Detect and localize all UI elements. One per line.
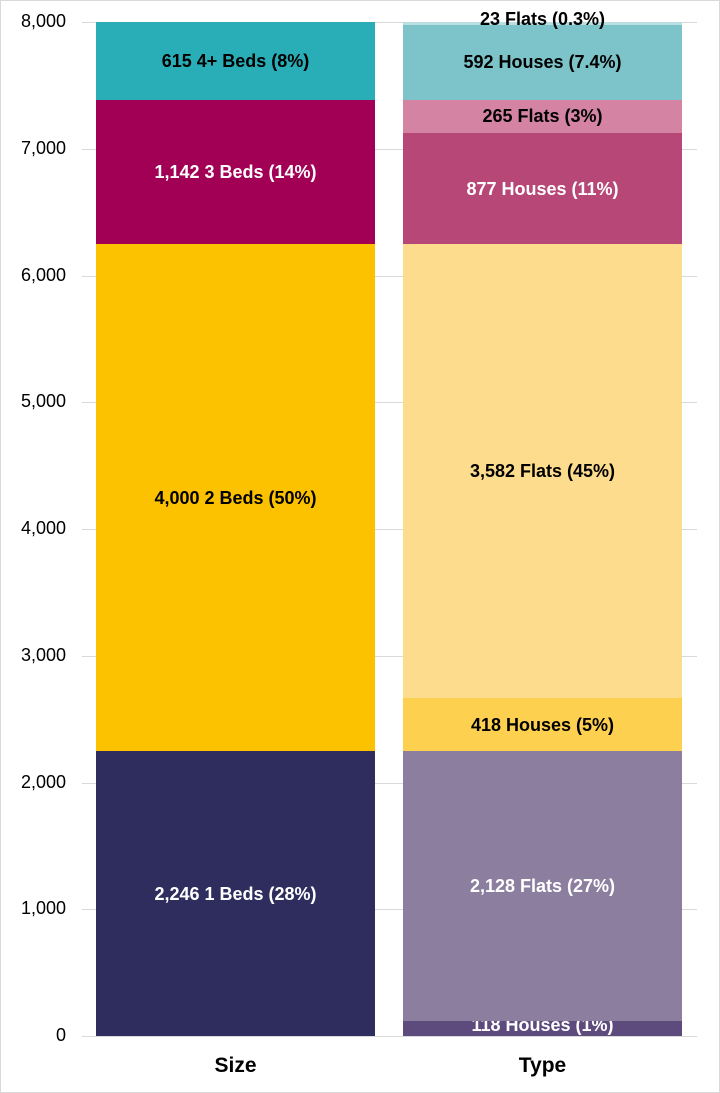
data-label: 23 Flats (0.3%) [479,8,606,29]
x-axis-category-label: Size [214,1054,257,1077]
gridline [82,909,697,910]
y-axis-tick-label: 2,000 [20,772,66,792]
data-label: 877 Houses (11%) [466,178,619,199]
bar-segment: 3,582 Flats (45%) [403,244,682,699]
bar-segment: 118 Houses (1%) [403,1015,682,1036]
data-label: 2,246 1 Beds (28%) [154,883,317,904]
gridline [82,656,697,657]
x-axis-category-label: Type [518,1054,567,1077]
bar-segment: 23 Flats (0.3%) [403,9,682,29]
y-axis-tick-label: 6,000 [20,265,66,285]
data-label: 265 Flats (3%) [482,106,603,127]
bar-size: 2,246 1 Beds (28%) 4,000 2 Beds (50%) 1,14… [96,0,375,1093]
y-axis-tick-label: 1,000 [20,898,66,918]
y-axis-tick-label: 7,000 [20,138,66,158]
gridline [82,402,697,403]
y-axis-tick-label: 3,000 [20,645,66,665]
data-label: 592 Houses (7.4%) [463,52,622,73]
bar-type: 118 Houses (1%) 2,128 Flats (27%) 418 Hous… [403,0,682,1093]
bar-segment: 418 Houses (5%) [403,698,682,752]
gridline [82,276,697,277]
y-axis-tick-label: 8,000 [20,11,66,31]
data-label: 2,128 Flats (27%) [469,876,616,897]
bar-segment: 592 Houses (7.4%) [403,24,682,100]
y-axis-tick-label: 0 [55,1025,66,1045]
bar-segment: 2,128 Flats (27%) [403,751,682,1022]
y-axis-tick-label: 5,000 [20,391,66,411]
gridline [82,1036,697,1037]
gridline [82,149,697,150]
bar-segment: 615 4+ Beds (8%) [96,21,375,100]
data-label: 418 Houses (5%) [470,714,615,735]
data-label: 4,000 2 Beds (50%) [154,487,317,508]
y-axis-tick-label: 4,000 [20,518,66,538]
bar-segment: 877 Houses (11%) [403,133,682,245]
bar-segment: 265 Flats (3%) [403,99,682,134]
bar-segment: 1,142 3 Beds (14%) [96,99,375,245]
bar-segment: 2,246 1 Beds (28%) [96,751,375,1036]
data-label: 1,142 3 Beds (14%) [154,161,317,182]
bar-segment: 4,000 2 Beds (50%) [96,244,375,752]
gridline [82,783,697,784]
gridline [82,22,697,23]
data-label: 3,582 Flats (45%) [469,461,616,482]
gridline [82,529,697,530]
data-label: 615 4+ Beds (8%) [161,50,310,71]
